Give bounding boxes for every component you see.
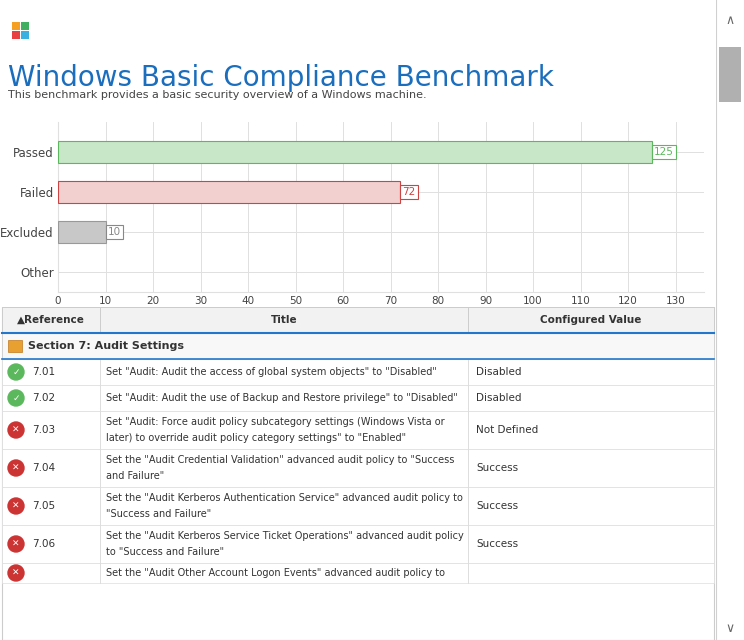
Bar [58, 181, 400, 203]
Text: 7.05: 7.05 [32, 501, 55, 511]
Bar [2, 411, 714, 449]
Circle shape [8, 390, 24, 406]
Text: Set the "Audit Kerberos Authentication Service" advanced audit policy to: Set the "Audit Kerberos Authentication S… [106, 493, 463, 503]
Text: later) to override audit policy category settings" to "Enabled": later) to override audit policy category… [106, 433, 406, 443]
Text: Title: Title [271, 315, 298, 325]
Bar [58, 221, 106, 243]
Text: Section 7: Audit Settings: Section 7: Audit Settings [28, 341, 184, 351]
Text: Set "Audit: Force audit policy subcategory settings (Windows Vista or: Set "Audit: Force audit policy subcatego… [106, 417, 445, 427]
Text: 10: 10 [108, 227, 121, 237]
Text: 7.03: 7.03 [32, 425, 55, 435]
Text: ✕: ✕ [12, 463, 20, 472]
Text: 7.06: 7.06 [32, 539, 55, 549]
Text: 7.01: 7.01 [32, 367, 55, 377]
Text: Set the "Audit Kerberos Service Ticket Operations" advanced audit policy: Set the "Audit Kerberos Service Ticket O… [106, 531, 464, 541]
Text: ✕: ✕ [12, 568, 20, 577]
Text: ∨: ∨ [725, 621, 734, 634]
Text: Set "Audit: Audit the access of global system objects" to "Disabled": Set "Audit: Audit the access of global s… [106, 367, 437, 377]
Text: 125: 125 [654, 147, 674, 157]
Text: ✕: ✕ [12, 426, 20, 435]
Circle shape [8, 536, 24, 552]
Text: ✕: ✕ [12, 502, 20, 511]
Text: Set "Audit: Audit the use of Backup and Restore privilege" to "Disabled": Set "Audit: Audit the use of Backup and … [106, 393, 458, 403]
Circle shape [8, 422, 24, 438]
Text: ✕: ✕ [12, 540, 20, 548]
Bar [21, 31, 29, 39]
Circle shape [8, 565, 24, 581]
Bar [2, 487, 714, 525]
Text: and Failure": and Failure" [106, 471, 164, 481]
Bar [12, 22, 20, 30]
Bar [719, 47, 741, 102]
Bar [2, 359, 714, 385]
Text: Set the "Audit Other Account Logon Events" advanced audit policy to: Set the "Audit Other Account Logon Event… [106, 568, 445, 578]
Text: Success: Success [476, 501, 518, 511]
Bar [2, 385, 714, 411]
Text: 7.02: 7.02 [32, 393, 55, 403]
Bar [2, 333, 714, 359]
Bar [2, 449, 714, 487]
Text: Disabled: Disabled [476, 393, 522, 403]
Text: Configured Value: Configured Value [540, 315, 641, 325]
Text: ▲Reference: ▲Reference [17, 315, 85, 325]
Text: Success: Success [476, 463, 518, 473]
Circle shape [8, 498, 24, 514]
Text: ∧: ∧ [725, 15, 734, 28]
Text: to "Success and Failure": to "Success and Failure" [106, 547, 224, 557]
Text: Set the "Audit Credential Validation" advanced audit policy to "Success: Set the "Audit Credential Validation" ad… [106, 455, 455, 465]
Text: Success: Success [476, 539, 518, 549]
Bar [8, 340, 22, 352]
Bar [12, 31, 20, 39]
Bar [58, 141, 652, 163]
Bar [2, 307, 714, 333]
Text: Not Defined: Not Defined [476, 425, 538, 435]
Bar [21, 22, 29, 30]
Text: 7.04: 7.04 [32, 463, 55, 473]
Bar [2, 525, 714, 563]
Bar [2, 563, 714, 583]
Text: This benchmark provides a basic security overview of a Windows machine.: This benchmark provides a basic security… [8, 90, 426, 100]
Text: XCS-2K19-LIVE | Windows Server | 1109: XCS-2K19-LIVE | Windows Server | 1109 [42, 8, 371, 24]
Text: ✓: ✓ [12, 394, 20, 403]
Text: Windows Basic Compliance Benchmark: Windows Basic Compliance Benchmark [8, 64, 554, 92]
Text: ✓: ✓ [12, 367, 20, 376]
Circle shape [8, 364, 24, 380]
Text: "Success and Failure": "Success and Failure" [106, 509, 211, 519]
Text: Disabled: Disabled [476, 367, 522, 377]
Circle shape [8, 460, 24, 476]
Text: 72: 72 [403, 187, 416, 197]
